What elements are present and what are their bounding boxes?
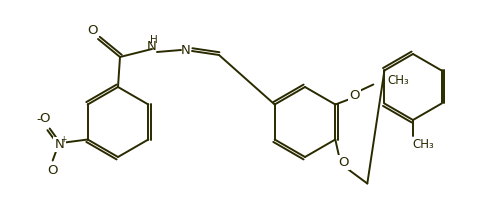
Text: N: N [55, 138, 64, 151]
Text: CH₃: CH₃ [412, 139, 434, 151]
Text: N: N [147, 40, 157, 52]
Text: +: + [61, 135, 67, 144]
Text: H: H [150, 35, 158, 45]
Text: CH₃: CH₃ [387, 74, 409, 87]
Text: O: O [349, 89, 360, 102]
Text: O: O [48, 164, 58, 177]
Text: O: O [338, 156, 349, 169]
Text: O: O [88, 24, 98, 38]
Text: O: O [40, 112, 50, 125]
Text: -: - [37, 113, 41, 127]
Text: N: N [181, 44, 191, 57]
